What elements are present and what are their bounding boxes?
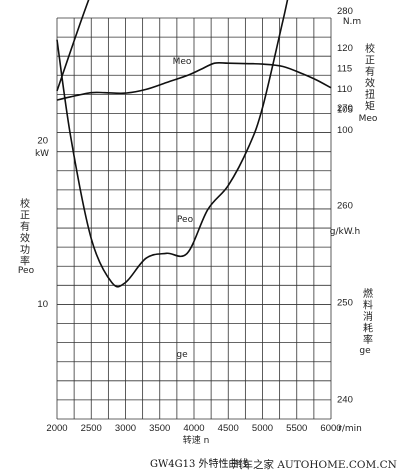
- x-tick-label: 6000: [320, 423, 341, 434]
- x-tick-label: 3000: [115, 423, 136, 434]
- chart-footer: GW4G13 外特性曲线: [150, 457, 249, 470]
- torque-tick-label: 100: [337, 125, 353, 136]
- power-vertical-label-char: 有: [20, 220, 30, 233]
- meo-curve-label: Meo: [173, 57, 192, 67]
- fuel-vertical-label-char: 率: [363, 333, 373, 346]
- power-vertical-label-char: 效: [20, 232, 30, 245]
- torque-vertical-label-char: 有: [365, 65, 375, 78]
- x-tick-label: 4500: [218, 423, 239, 434]
- power-vertical-label-char: 校: [20, 197, 30, 210]
- torque-tick-label: 105: [337, 105, 353, 116]
- fuel-tick-label: 260: [337, 200, 353, 211]
- power-vertical-label-char: 率: [20, 255, 30, 268]
- fuel-vertical-label-char: 燃: [363, 287, 373, 300]
- torque-vertical-label-char: 校: [365, 42, 375, 55]
- chart-tick-labels: 2000 2500 3000 3500 4000 4500 5000 5500 6000 100 1…: [37, 6, 353, 434]
- power-vertical-label-char: 功: [20, 244, 30, 256]
- power-axis-symbol: Peo: [18, 266, 35, 276]
- fuel-tick-label: 240: [337, 395, 353, 406]
- fuel-tick-label: 280: [337, 6, 353, 17]
- chart-curves: [56, 0, 332, 288]
- x-tick-label: 2000: [46, 423, 67, 434]
- torque-vertical-label-char: 矩: [365, 100, 375, 113]
- x-tick-label: 3500: [149, 423, 170, 434]
- x-tick-label: 4000: [183, 423, 204, 434]
- ge-curve-label: ge: [176, 350, 188, 360]
- fuel-tick-label: 270: [337, 103, 353, 114]
- x-axis-label: 转速 n: [183, 434, 210, 446]
- torque-tick-label: 115: [337, 64, 352, 75]
- torque-vertical-label-char: 正: [365, 56, 375, 67]
- torque-tick-label: 110: [337, 84, 352, 95]
- fuel-axis-unit: g/kW.h: [330, 227, 360, 237]
- fuel-tick-label: 250: [337, 297, 353, 308]
- fuel-vertical-label-char: 消: [363, 310, 373, 323]
- fuel-vertical-label-char: 耗: [363, 323, 373, 335]
- torque-axis-unit: N.m: [343, 17, 361, 27]
- x-tick-label: 5500: [286, 423, 307, 434]
- peo-curve-label: Peo: [177, 215, 194, 225]
- torque-vertical-label-char: 扭: [365, 88, 375, 101]
- power-tick-label: 20: [37, 136, 48, 147]
- torque-tick-label: 120: [337, 43, 353, 54]
- fuel-vertical-label-char: 料: [363, 299, 373, 312]
- torque-vertical-label-char: 效: [365, 77, 375, 90]
- ge-curve: [56, 0, 289, 288]
- chart-grid: [56, 17, 332, 420]
- power-axis-unit: kW: [35, 149, 49, 159]
- x-axis-unit: r/min: [338, 424, 362, 434]
- torque-axis-symbol: Meo: [359, 114, 378, 124]
- x-tick-label: 2500: [81, 423, 102, 434]
- watermark: 汽车之家 AUTOHOME.COM.CN: [232, 458, 397, 471]
- x-tick-label: 5000: [252, 423, 273, 434]
- power-vertical-label-char: 正: [20, 211, 30, 222]
- power-tick-label: 10: [37, 299, 48, 310]
- fuel-axis-symbol: ge: [359, 346, 371, 356]
- meo-curve: [56, 61, 332, 101]
